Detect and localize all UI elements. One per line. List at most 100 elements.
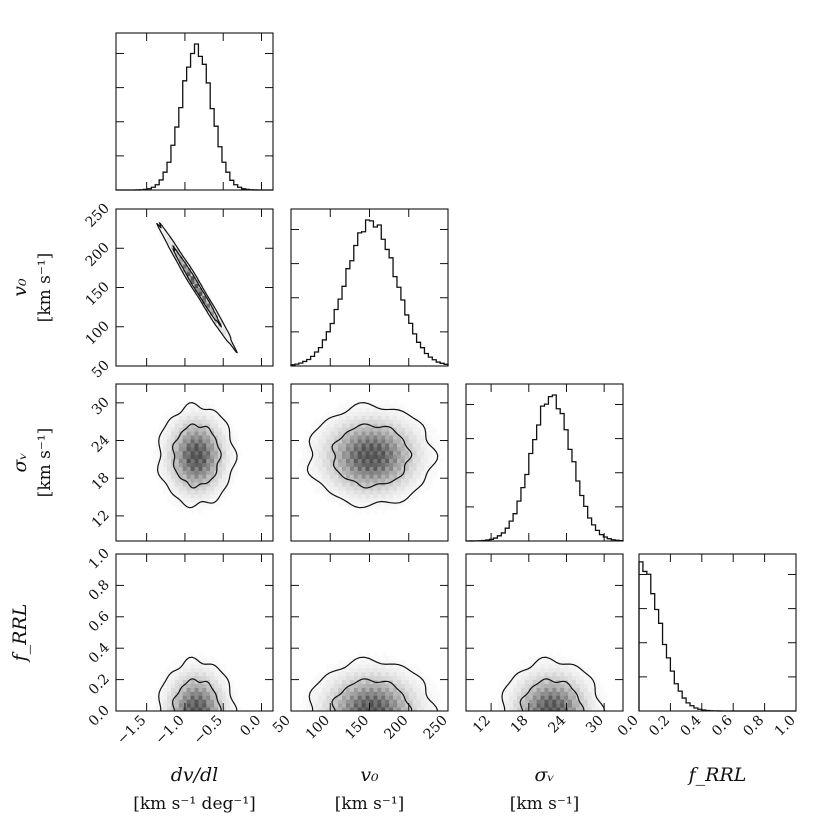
density-cell	[365, 652, 370, 657]
density-cell	[377, 438, 382, 444]
density-cell	[353, 671, 359, 677]
density-cell	[369, 667, 374, 673]
density-cell	[361, 411, 367, 416]
density-cell	[202, 446, 207, 452]
density-cell	[221, 427, 227, 432]
density-cell	[198, 399, 203, 405]
density-cell	[202, 466, 207, 471]
density-cell	[182, 505, 188, 511]
density-cell	[540, 687, 545, 692]
density-cell	[412, 415, 418, 420]
density-cell	[361, 656, 367, 661]
density-cell	[338, 403, 343, 409]
density-cell	[210, 482, 215, 487]
density-cell	[202, 411, 207, 416]
density-cell	[353, 411, 359, 416]
density-cell	[412, 470, 418, 475]
density-cell	[225, 691, 231, 696]
density-cell	[330, 423, 335, 428]
density-cell	[194, 486, 199, 491]
density-cell	[583, 691, 589, 696]
density-cell	[349, 671, 355, 677]
density-cell	[420, 695, 425, 700]
density-cell	[564, 667, 569, 673]
density-cell	[190, 403, 195, 409]
density-cell	[357, 679, 363, 685]
density-cell	[314, 419, 319, 424]
density-cell	[330, 675, 335, 681]
density-cell	[163, 707, 168, 711]
density-cell	[568, 675, 573, 681]
density-cell	[206, 489, 211, 495]
density-cell	[505, 691, 510, 696]
density-cell	[353, 462, 359, 467]
density-cell	[342, 671, 347, 677]
density-cell	[385, 707, 390, 711]
density-cell	[361, 691, 367, 696]
density-cell	[579, 683, 585, 688]
density-cell	[513, 707, 518, 711]
density-cell	[400, 695, 406, 700]
density-cell	[322, 699, 327, 704]
density-cell	[357, 438, 363, 444]
density-cell	[552, 656, 557, 661]
density-cell	[416, 435, 422, 440]
density-cell	[322, 446, 327, 452]
density-cell	[345, 423, 351, 428]
density-cell	[404, 427, 410, 432]
density-cell	[210, 454, 215, 460]
density-cell	[416, 489, 422, 495]
density-cell	[536, 707, 542, 711]
density-cell	[178, 656, 184, 661]
density-cell	[334, 431, 339, 436]
density-cell	[155, 695, 160, 700]
density-cell	[540, 663, 545, 669]
density-cell	[221, 462, 227, 467]
density-cell	[404, 415, 410, 420]
density-cell	[369, 470, 374, 475]
density-cell	[345, 659, 351, 665]
density-cell	[194, 695, 199, 700]
density-cell	[400, 411, 406, 416]
density-cell	[322, 671, 327, 677]
density-cell	[174, 419, 180, 424]
density-cell	[548, 687, 553, 692]
density-cell	[233, 687, 239, 692]
density-cell	[528, 675, 534, 681]
density-cell	[190, 707, 195, 711]
density-cell	[587, 707, 593, 711]
density-cell	[225, 695, 231, 700]
density-cell	[159, 220, 164, 226]
density-cell	[338, 482, 343, 487]
density-cell	[163, 446, 168, 452]
density-cell	[389, 493, 394, 499]
density-cell	[377, 411, 382, 416]
density-cell	[163, 671, 168, 677]
density-cell	[155, 450, 160, 456]
density-cell	[385, 699, 390, 704]
density-cell	[513, 683, 518, 688]
density-cell	[420, 482, 425, 487]
density-cell	[404, 407, 410, 412]
density-cell	[174, 252, 180, 257]
density-cell	[198, 415, 203, 420]
density-cell	[532, 695, 538, 700]
density-cell	[221, 419, 227, 424]
density-cell	[428, 707, 433, 711]
density-cell	[432, 427, 437, 432]
density-cell	[393, 663, 398, 669]
density-cell	[424, 478, 429, 483]
density-cell	[302, 707, 308, 711]
density-cell	[214, 474, 219, 479]
density-cell	[322, 691, 327, 696]
density-cell	[436, 699, 441, 704]
density-cell	[408, 423, 414, 428]
density-cell	[432, 454, 437, 460]
density-cell	[377, 691, 382, 696]
density-cell	[377, 707, 382, 711]
density-cell	[218, 435, 223, 440]
density-cell	[206, 505, 211, 511]
density-cell	[532, 699, 538, 704]
density-cell	[353, 497, 359, 503]
density-cell	[186, 478, 192, 483]
